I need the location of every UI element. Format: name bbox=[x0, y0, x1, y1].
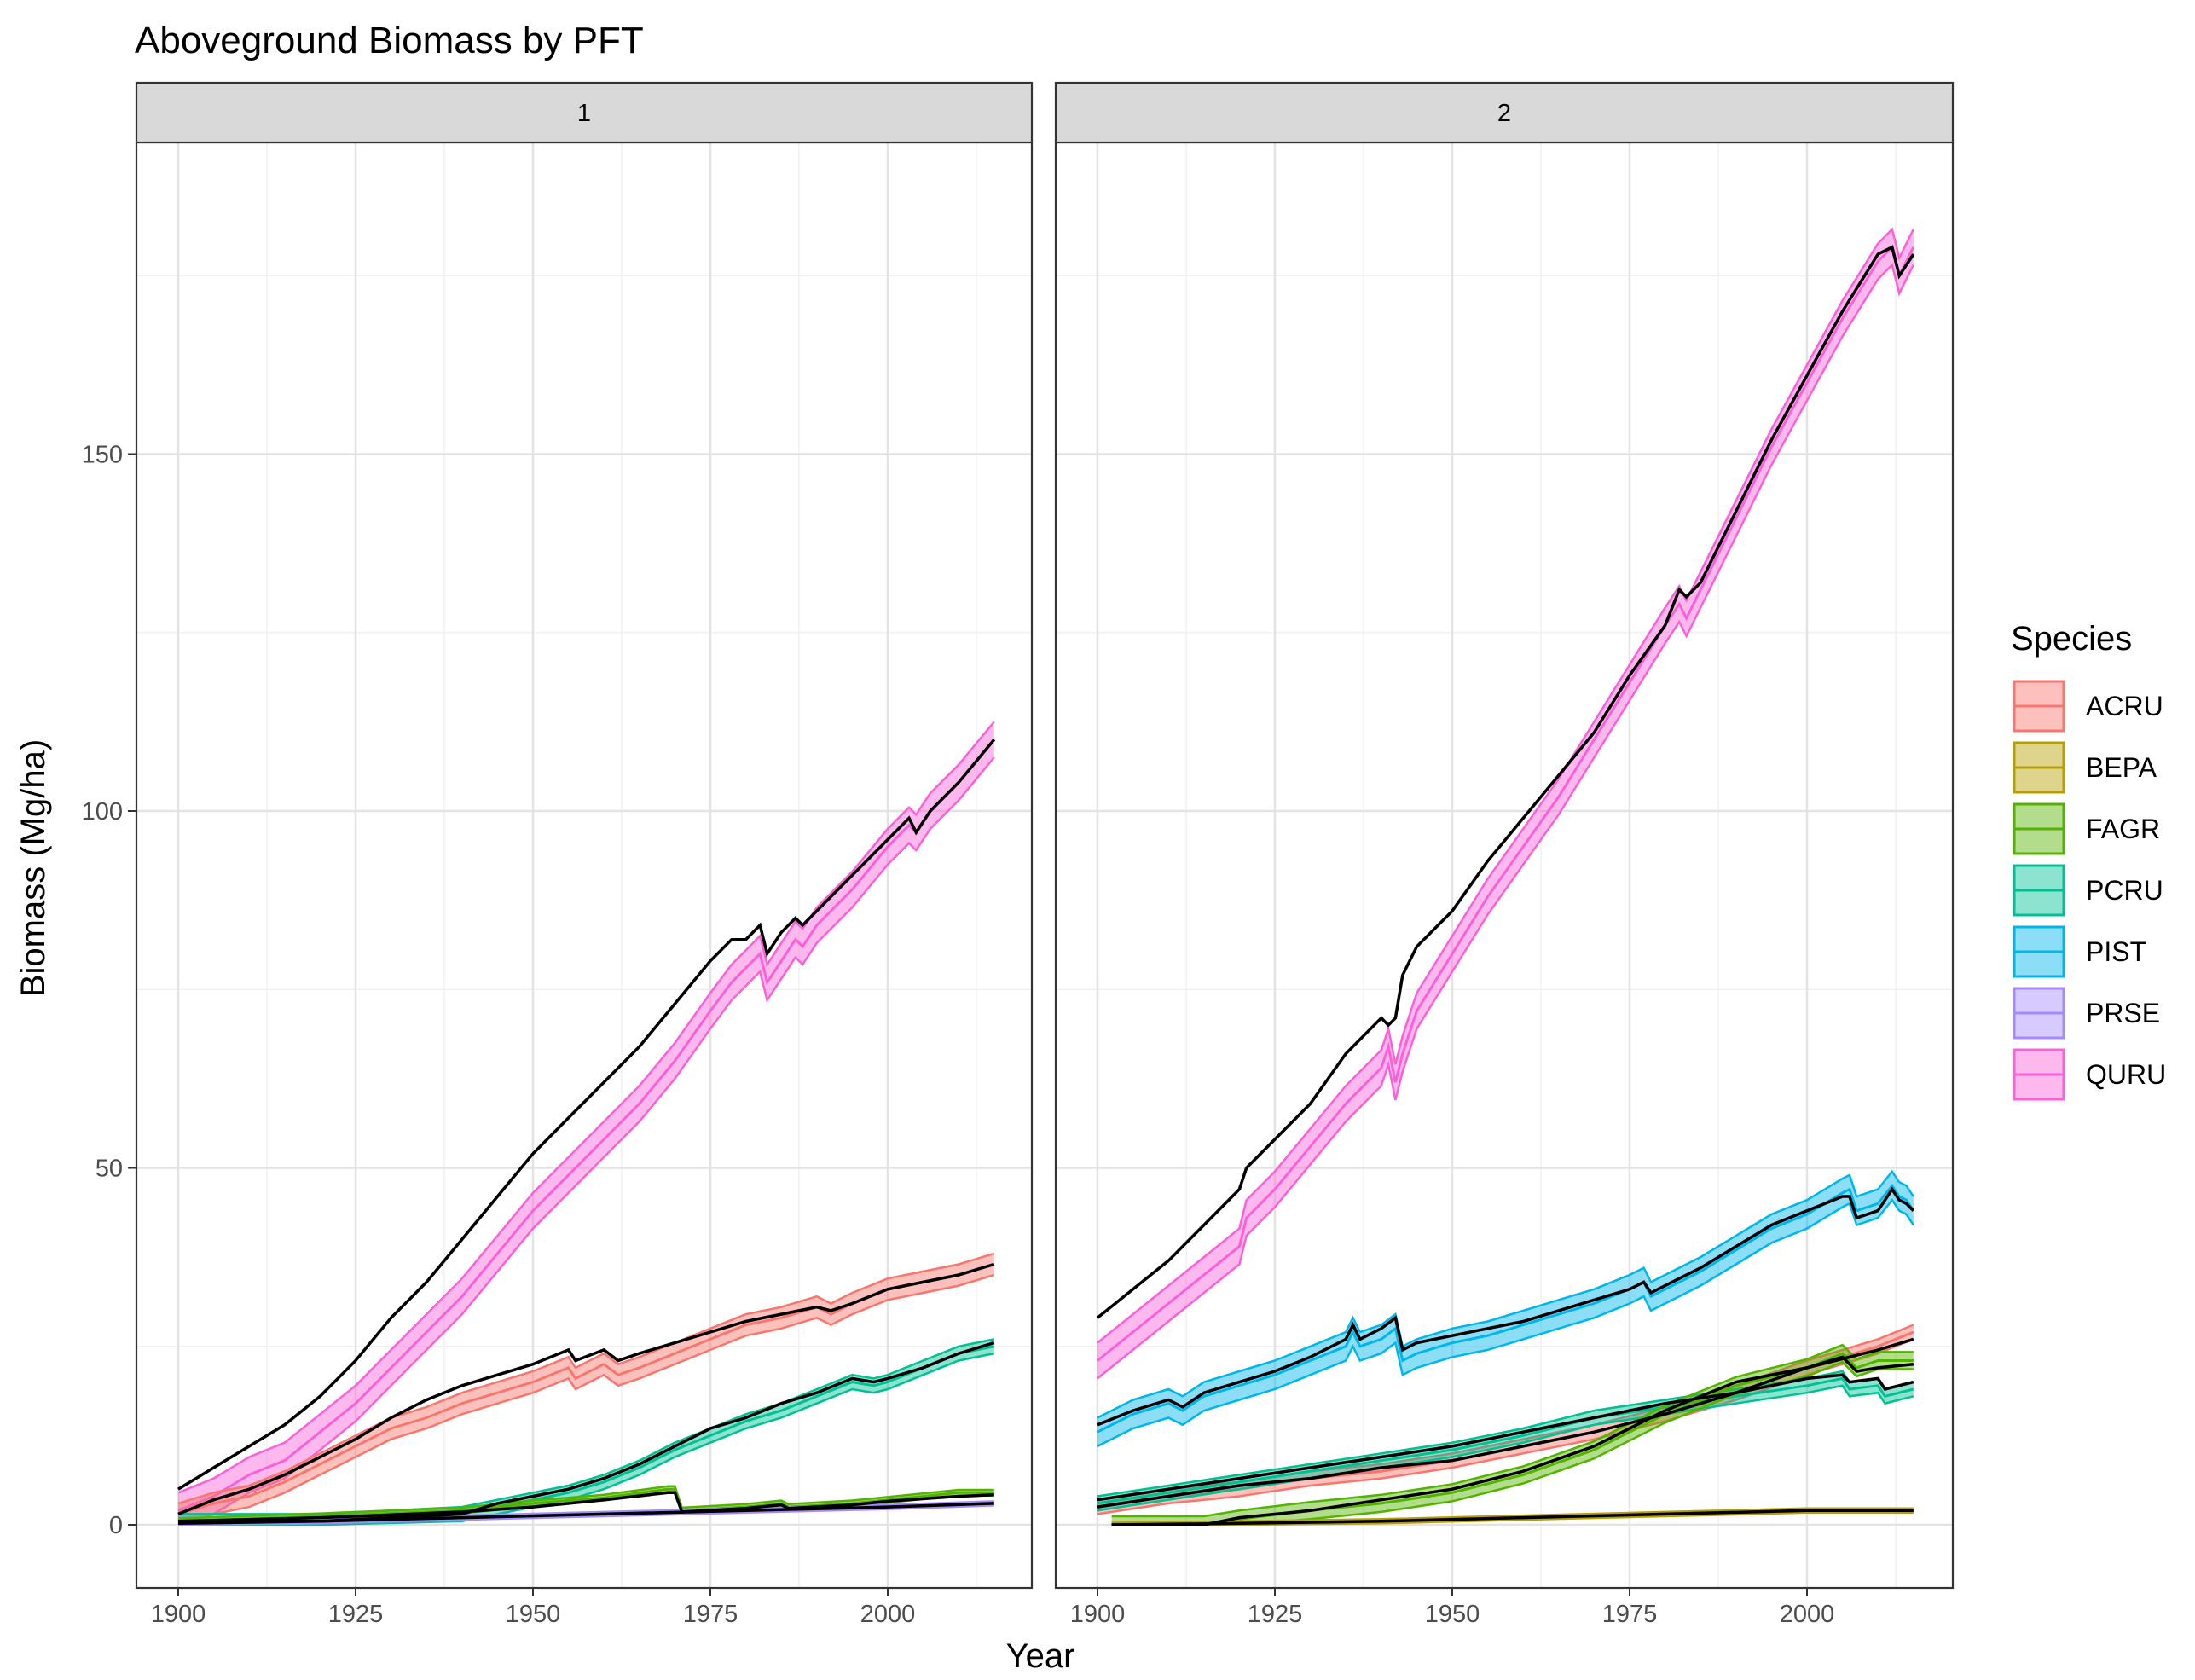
legend-label: ACRU bbox=[2086, 691, 2163, 721]
total-line-acru bbox=[177, 1262, 995, 1516]
x-tick-label: 1900 bbox=[1070, 1601, 1126, 1628]
legend-title: Species bbox=[2011, 620, 2132, 658]
facet-strip-label: 2 bbox=[1497, 100, 1511, 127]
x-tick-label: 1925 bbox=[328, 1601, 384, 1628]
ribbon-upper-fagr bbox=[1111, 1343, 1914, 1518]
legend-label: BEPA bbox=[2086, 752, 2157, 783]
legend-items: ACRU BEPA FAGR PCRU PIST PRSE QURU bbox=[2011, 678, 2166, 1103]
y-tick-label: 50 bbox=[96, 1156, 123, 1183]
legend-label: PCRU bbox=[2086, 875, 2163, 906]
legend-item-acru: ACRU bbox=[2011, 678, 2163, 734]
total-line-quru bbox=[1096, 245, 1915, 1319]
ribbon-acru bbox=[178, 1253, 994, 1525]
gridlines bbox=[136, 142, 1032, 1588]
ribbon-upper-bepa bbox=[1111, 1507, 1914, 1524]
legend-label: QURU bbox=[2086, 1059, 2166, 1090]
legend-label: PRSE bbox=[2086, 998, 2160, 1028]
legend-item-pist: PIST bbox=[2011, 924, 2146, 980]
total-line-pist bbox=[1097, 1186, 1915, 1427]
ribbon-lower-acru bbox=[1097, 1338, 1914, 1515]
ribbon-lower-quru bbox=[177, 756, 995, 1526]
ribbon-lower-acru bbox=[177, 1273, 995, 1526]
x-tick-label: 1975 bbox=[1602, 1601, 1658, 1628]
legend-item-prse: PRSE bbox=[2011, 985, 2160, 1041]
legend-label: PIST bbox=[2086, 936, 2146, 967]
legend: Species ACRU BEPA FAGR PCRU PIST PRSE QURU bbox=[2011, 620, 2166, 1103]
ribbon-lower-pcru bbox=[1097, 1384, 1914, 1512]
series-group bbox=[177, 721, 996, 1526]
x-tick-label: 1950 bbox=[506, 1601, 561, 1628]
ribbon-lower-pist bbox=[1097, 1198, 1914, 1448]
mean-line-pist bbox=[1097, 1183, 1915, 1434]
x-tick-label: 1900 bbox=[151, 1601, 206, 1628]
chart-title: Aboveground Biomass by PFT bbox=[135, 20, 644, 61]
mean-line-quru bbox=[177, 739, 995, 1512]
y-tick-label: 150 bbox=[82, 442, 123, 469]
legend-item-pcru: PCRU bbox=[2011, 862, 2163, 918]
x-tick-label: 1925 bbox=[1248, 1601, 1303, 1628]
total-line-pcru bbox=[1097, 1373, 1914, 1502]
total-line-bepa bbox=[1111, 1509, 1914, 1526]
legend-item-quru: QURU bbox=[2011, 1046, 2166, 1103]
x-tick-label: 2000 bbox=[1780, 1601, 1835, 1628]
facet-strip-label: 1 bbox=[577, 100, 591, 127]
y-tick-label: 0 bbox=[109, 1512, 123, 1539]
ribbon-upper-quru bbox=[1097, 227, 1914, 1344]
panel-1: 1 1900 1925 1950 1975 2000 0 50 100 150 bbox=[82, 81, 1034, 1628]
gridlines bbox=[1056, 142, 1953, 1588]
x-tick-label: 2000 bbox=[860, 1601, 916, 1628]
total-line-prse bbox=[177, 1502, 994, 1526]
ribbon-lower-prse bbox=[177, 1504, 994, 1526]
facet-strip bbox=[135, 81, 1034, 144]
x-axis-label: Year bbox=[1006, 1637, 1075, 1675]
mean-line-pcru bbox=[1097, 1376, 1914, 1505]
total-line-pcru bbox=[178, 1341, 995, 1523]
x-tick-label: 1950 bbox=[1425, 1601, 1480, 1628]
facet-strip bbox=[1054, 81, 1955, 144]
ribbon-upper-acru bbox=[177, 1252, 995, 1505]
y-tick-label: 100 bbox=[82, 798, 123, 826]
total-line-fagr bbox=[1111, 1355, 1914, 1526]
legend-item-bepa: BEPA bbox=[2011, 739, 2157, 796]
ribbon-lower-quru bbox=[1097, 263, 1914, 1380]
ribbon-upper-pist bbox=[1097, 1169, 1914, 1419]
mean-line-quru bbox=[1097, 244, 1915, 1362]
ribbon-pcru bbox=[1098, 1371, 1914, 1511]
y-axis-label: Biomass (Mg/ha) bbox=[14, 739, 52, 997]
panel-2: 2 1900 1925 1950 1975 2000 bbox=[1054, 81, 1955, 1628]
legend-item-fagr: FAGR bbox=[2011, 801, 2160, 857]
series-group bbox=[1096, 227, 1915, 1526]
x-tick-label: 1975 bbox=[683, 1601, 738, 1628]
ribbon-quru bbox=[1098, 229, 1914, 1379]
ribbon-upper-quru bbox=[177, 721, 995, 1494]
legend-label: FAGR bbox=[2086, 814, 2160, 844]
total-line-quru bbox=[177, 739, 996, 1491]
